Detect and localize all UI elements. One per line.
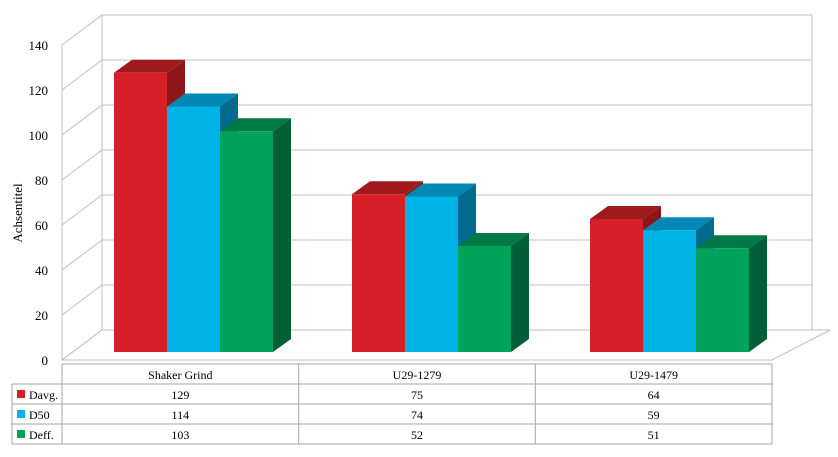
y-tick-label: 60 <box>35 218 48 233</box>
bar-top <box>590 206 661 219</box>
gridline <box>61 194 812 226</box>
table-value: 103 <box>171 428 189 442</box>
bar-top <box>696 235 767 249</box>
gridline <box>61 14 812 46</box>
bar-top <box>352 181 423 195</box>
bar <box>167 106 220 352</box>
legend-label: Davg. <box>29 388 58 402</box>
bar <box>590 219 643 352</box>
y-tick-label: 80 <box>35 173 48 188</box>
bar-side <box>511 233 529 352</box>
table-value: 59 <box>648 408 660 422</box>
bar-top <box>458 233 529 246</box>
gridline <box>61 59 812 91</box>
legend-swatch <box>17 430 25 438</box>
bar <box>696 248 749 352</box>
legend-swatch <box>17 410 25 418</box>
y-axis-ticks: 0 20 40 60 80 100 120 140 <box>29 38 49 368</box>
legend-label: Deff. <box>29 428 54 442</box>
y-tick-label: 140 <box>29 38 49 53</box>
bar <box>405 196 458 352</box>
table-value: 52 <box>411 428 423 442</box>
gridline <box>61 284 812 316</box>
gridline <box>61 149 812 181</box>
bar-top <box>220 118 291 132</box>
category-label: Shaker Grind <box>148 368 212 382</box>
gridlines <box>61 14 812 361</box>
legend-label: D50 <box>29 408 50 422</box>
data-table: Shaker Grind U29-1279 U29-1479 Davg. 129 75 64… <box>11 363 773 445</box>
bar <box>114 72 167 352</box>
category-label: U29-1279 <box>393 368 442 382</box>
y-tick-label: 100 <box>29 128 49 143</box>
bar-top <box>114 59 185 73</box>
category-label: U29-1479 <box>629 368 678 382</box>
bars <box>114 59 767 352</box>
y-tick-label: 40 <box>35 263 48 278</box>
bar <box>458 246 511 352</box>
legend-swatch <box>17 390 25 398</box>
gridline <box>61 239 812 271</box>
bar <box>220 131 273 352</box>
bar-side <box>749 235 767 352</box>
bar-top <box>643 217 714 231</box>
gridline <box>61 329 812 361</box>
table-value: 129 <box>171 388 189 402</box>
y-tick-label: 120 <box>29 83 49 98</box>
table-value: 64 <box>648 388 660 402</box>
gridline <box>61 104 812 136</box>
y-axis-title: Achsentitel <box>10 183 25 243</box>
table-value: 75 <box>411 388 423 402</box>
bar <box>352 194 405 352</box>
table-value: 114 <box>172 408 190 422</box>
table-value: 74 <box>411 408 423 422</box>
bar-side <box>273 118 291 352</box>
bar-top <box>167 93 238 107</box>
bar <box>643 230 696 352</box>
y-tick-label: 20 <box>35 308 48 323</box>
bar-top <box>405 183 476 197</box>
table-value: 51 <box>648 428 660 442</box>
y-tick-label: 0 <box>42 353 49 368</box>
